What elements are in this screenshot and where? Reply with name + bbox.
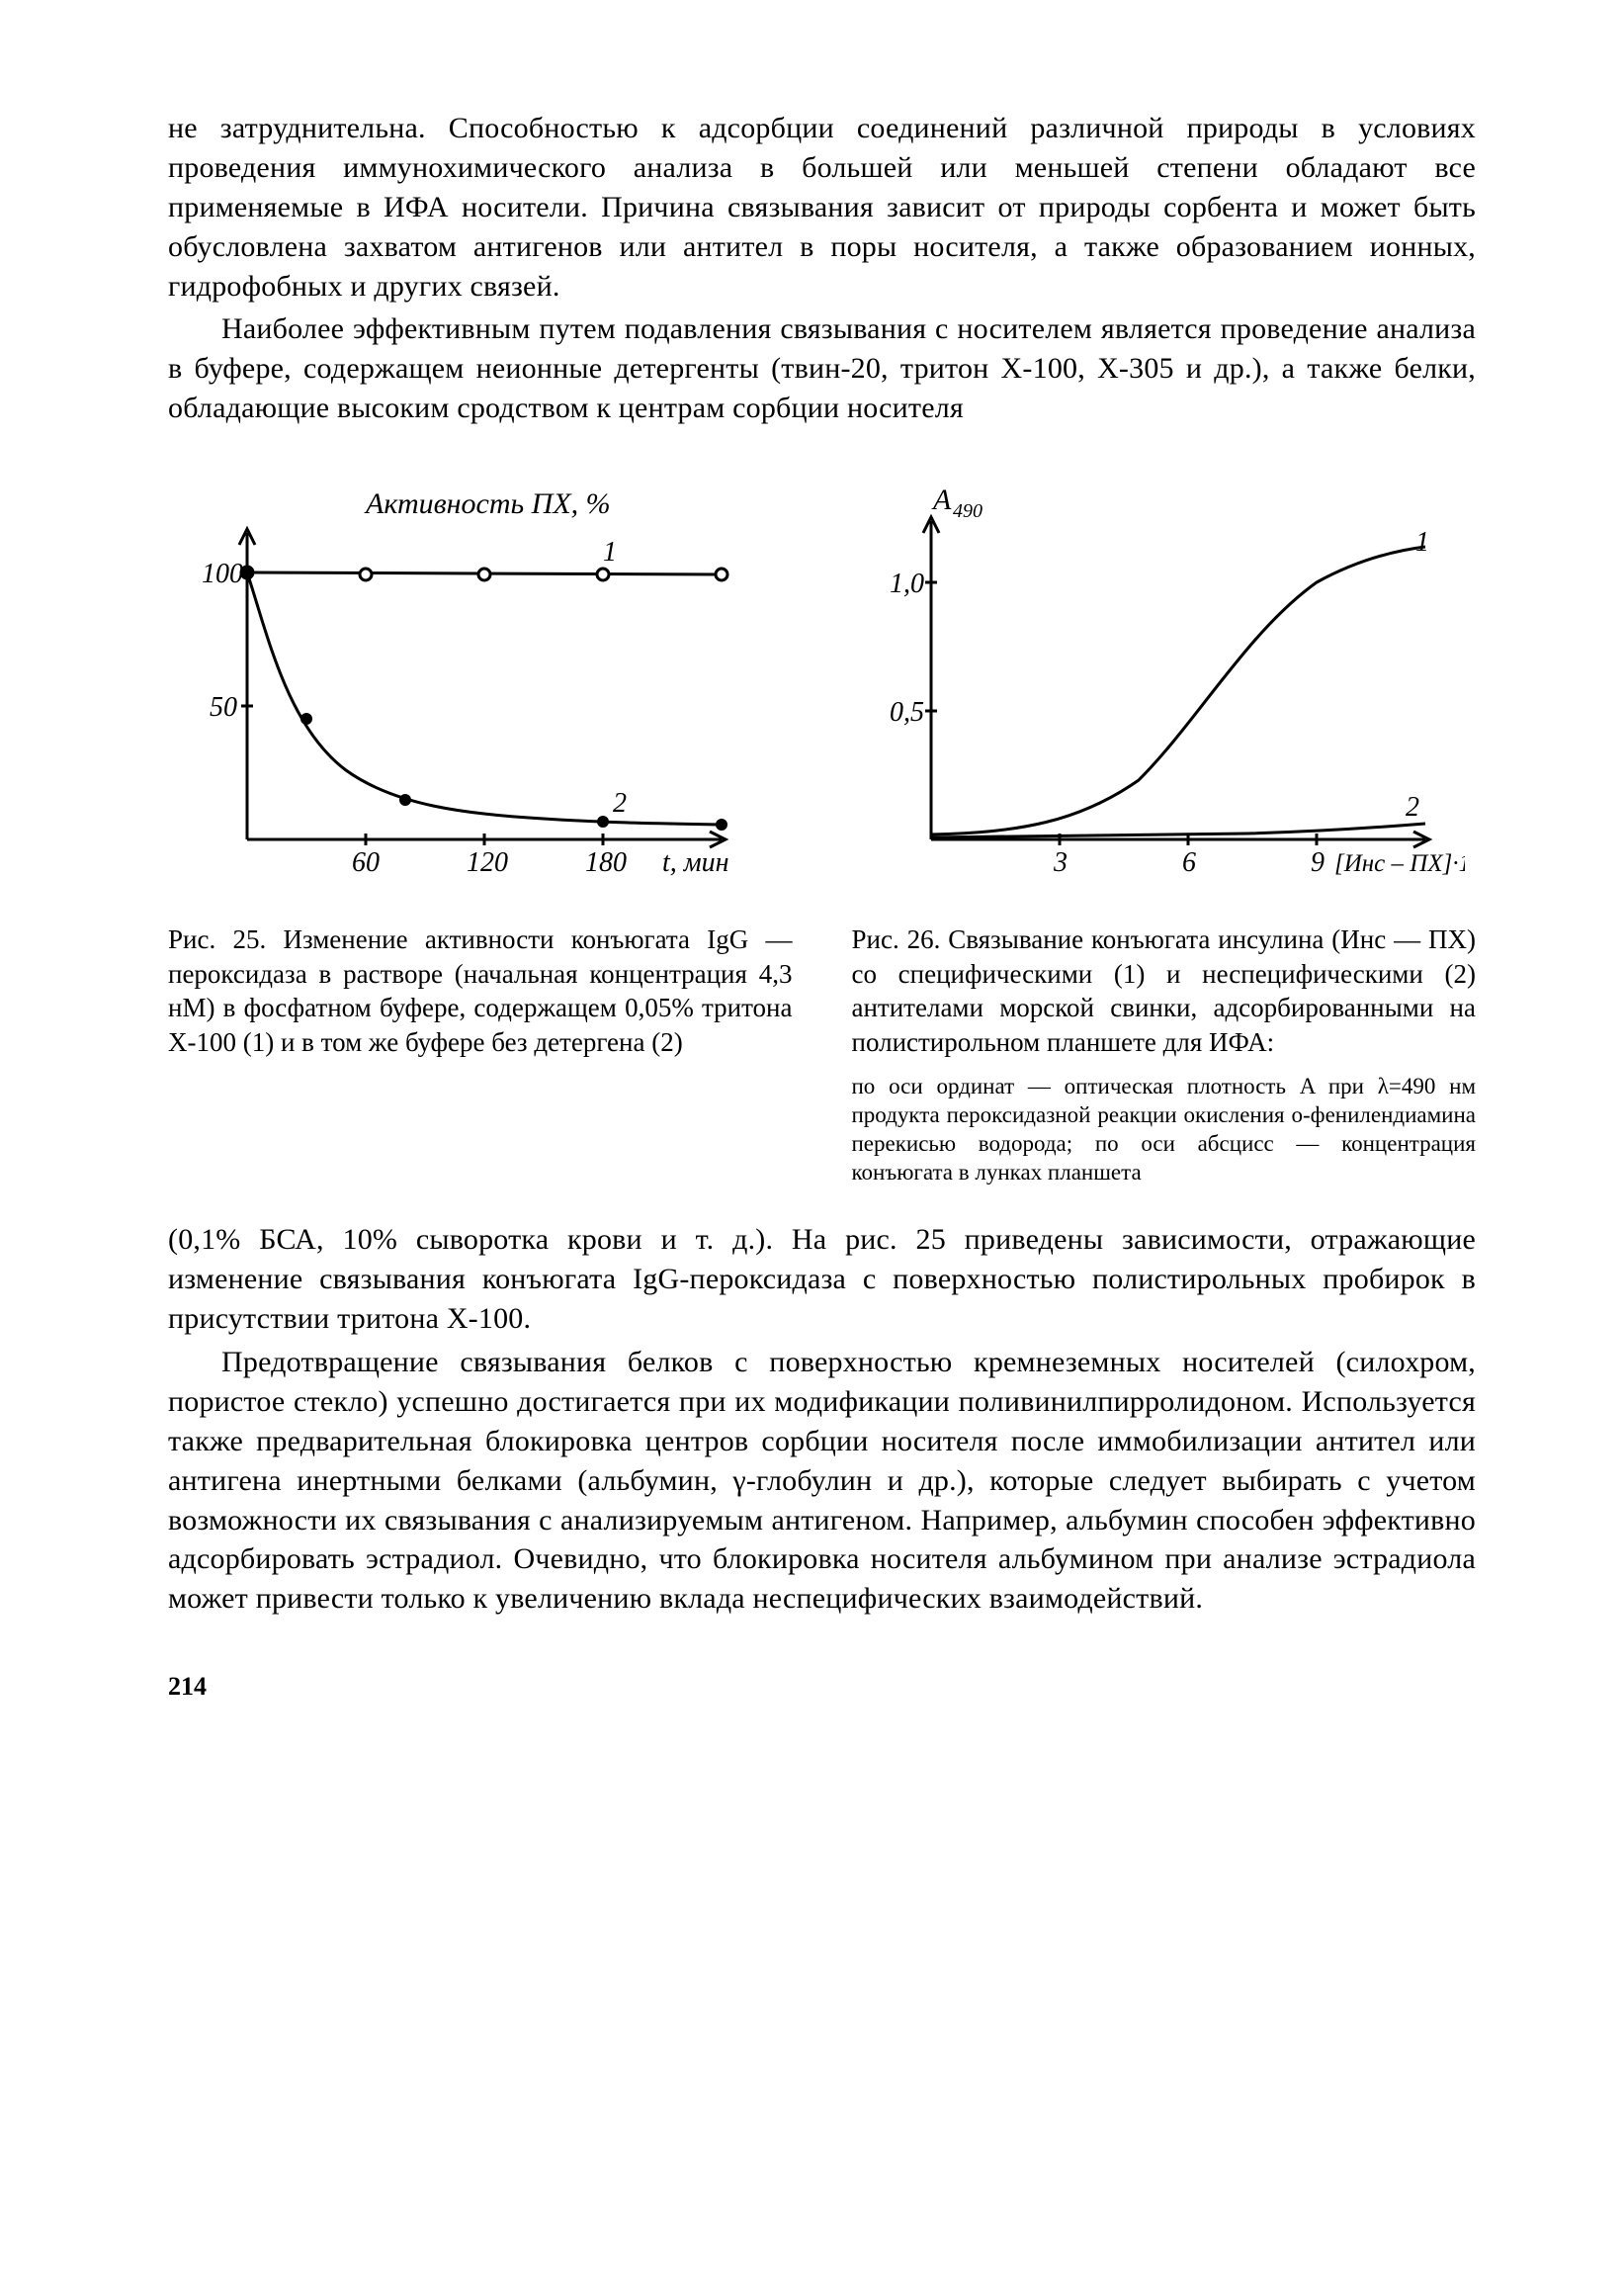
fig25-series1-label: 1 <box>603 537 617 568</box>
figure-26-caption-small: по оси ординат — оптическая плотность A … <box>852 1073 1477 1186</box>
fig25-series-1: 1 <box>241 537 727 580</box>
fig26-ytick-1: 1,0 <box>890 569 924 599</box>
fig26-y-title-sub: 490 <box>953 500 983 522</box>
fig26-xtick-3: 3 <box>1053 847 1068 878</box>
fig25-series-2: 2 <box>241 567 727 831</box>
paragraph-1: не затруднительна. Способностью к адсорб… <box>168 109 1476 306</box>
fig26-series-1: 1 <box>931 527 1429 834</box>
fig25-series2-label: 2 <box>613 788 627 819</box>
figure-26-caption: Рис. 26. Связывание конъюгата инсулина (… <box>852 922 1477 1059</box>
figure-26: A 490 1,0 0,5 3 6 9 [Инс – ПХ]·1010, М <box>852 474 1477 1186</box>
figure-26-svg: A 490 1,0 0,5 3 6 9 [Инс – ПХ]·1010, М <box>852 474 1465 899</box>
fig25-xtick-180: 180 <box>585 847 627 878</box>
paragraph-4: Предотвращение связывания белков с повер… <box>168 1343 1476 1619</box>
fig26-y-title: A <box>931 483 952 516</box>
paragraph-3: (0,1% БСА, 10% сыворотка крови и т. д.).… <box>168 1220 1476 1339</box>
fig25-xtick-60: 60 <box>352 847 380 878</box>
figure-25-caption: Рис. 25. Изменение активности конъюгата … <box>168 922 793 1059</box>
fig26-series2-label: 2 <box>1406 792 1419 823</box>
paragraph-2: Наиболее эффективным путем подавления св… <box>168 309 1476 428</box>
page-number: 214 <box>168 1670 1476 1705</box>
fig25-x-axis-label: t, мин <box>662 847 729 878</box>
figure-25-svg: Активность ПХ, % 100 50 60 120 180 <box>168 474 781 899</box>
fig26-ytick-05: 0,5 <box>890 697 924 728</box>
fig25-ytick-50: 50 <box>210 692 237 723</box>
fig25-y-title: Активность ПХ, % <box>364 487 611 520</box>
fig26-xtick-6: 6 <box>1182 847 1196 878</box>
fig26-xtick-9: 9 <box>1311 847 1325 878</box>
figure-25: Активность ПХ, % 100 50 60 120 180 <box>168 474 793 1186</box>
figures-row: Активность ПХ, % 100 50 60 120 180 <box>168 474 1476 1186</box>
fig25-ytick-100: 100 <box>202 559 243 589</box>
fig25-xtick-120: 120 <box>467 847 508 878</box>
fig26-x-axis-label: [Инс – ПХ]·1010, М <box>1334 849 1465 877</box>
fig26-series1-label: 1 <box>1415 527 1429 558</box>
